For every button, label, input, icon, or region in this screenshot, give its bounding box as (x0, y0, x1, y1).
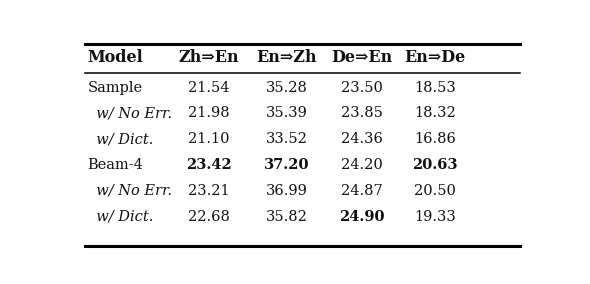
Text: 24.20: 24.20 (341, 158, 383, 172)
Text: 18.32: 18.32 (414, 106, 456, 120)
Text: 36.99: 36.99 (266, 184, 307, 198)
Text: Beam-4: Beam-4 (87, 158, 143, 172)
Text: w/ No Err.: w/ No Err. (87, 106, 172, 120)
Text: 21.98: 21.98 (188, 106, 230, 120)
Text: Model: Model (87, 49, 143, 66)
Text: w/ Dict.: w/ Dict. (87, 210, 154, 224)
Text: w/ Dict.: w/ Dict. (87, 132, 154, 146)
Text: 37.20: 37.20 (264, 158, 309, 172)
Text: 20.50: 20.50 (414, 184, 456, 198)
Text: 21.54: 21.54 (188, 81, 230, 95)
Text: 35.82: 35.82 (266, 210, 307, 224)
Text: 24.87: 24.87 (341, 184, 383, 198)
Text: 24.90: 24.90 (339, 210, 385, 224)
Text: 33.52: 33.52 (266, 132, 307, 146)
Text: 16.86: 16.86 (414, 132, 456, 146)
Text: 35.28: 35.28 (266, 81, 307, 95)
Text: En⇒Zh: En⇒Zh (256, 49, 317, 66)
Text: En⇒De: En⇒De (404, 49, 466, 66)
Text: De⇒En: De⇒En (331, 49, 392, 66)
Text: 22.68: 22.68 (188, 210, 230, 224)
Text: 20.63: 20.63 (412, 158, 458, 172)
Text: 23.42: 23.42 (186, 158, 231, 172)
Text: 18.53: 18.53 (414, 81, 456, 95)
Text: 35.39: 35.39 (266, 106, 307, 120)
Text: 23.21: 23.21 (188, 184, 230, 198)
Text: 21.10: 21.10 (188, 132, 230, 146)
Text: 23.85: 23.85 (341, 106, 383, 120)
Text: 23.50: 23.50 (341, 81, 383, 95)
Text: 24.36: 24.36 (341, 132, 383, 146)
Text: w/ No Err.: w/ No Err. (87, 184, 172, 198)
Text: 19.33: 19.33 (414, 210, 456, 224)
Text: Sample: Sample (87, 81, 143, 95)
Text: Zh⇒En: Zh⇒En (178, 49, 239, 66)
